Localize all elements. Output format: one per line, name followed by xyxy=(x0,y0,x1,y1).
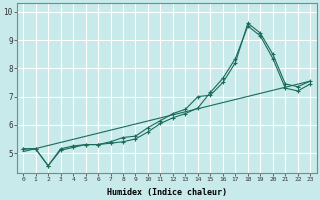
X-axis label: Humidex (Indice chaleur): Humidex (Indice chaleur) xyxy=(107,188,227,197)
